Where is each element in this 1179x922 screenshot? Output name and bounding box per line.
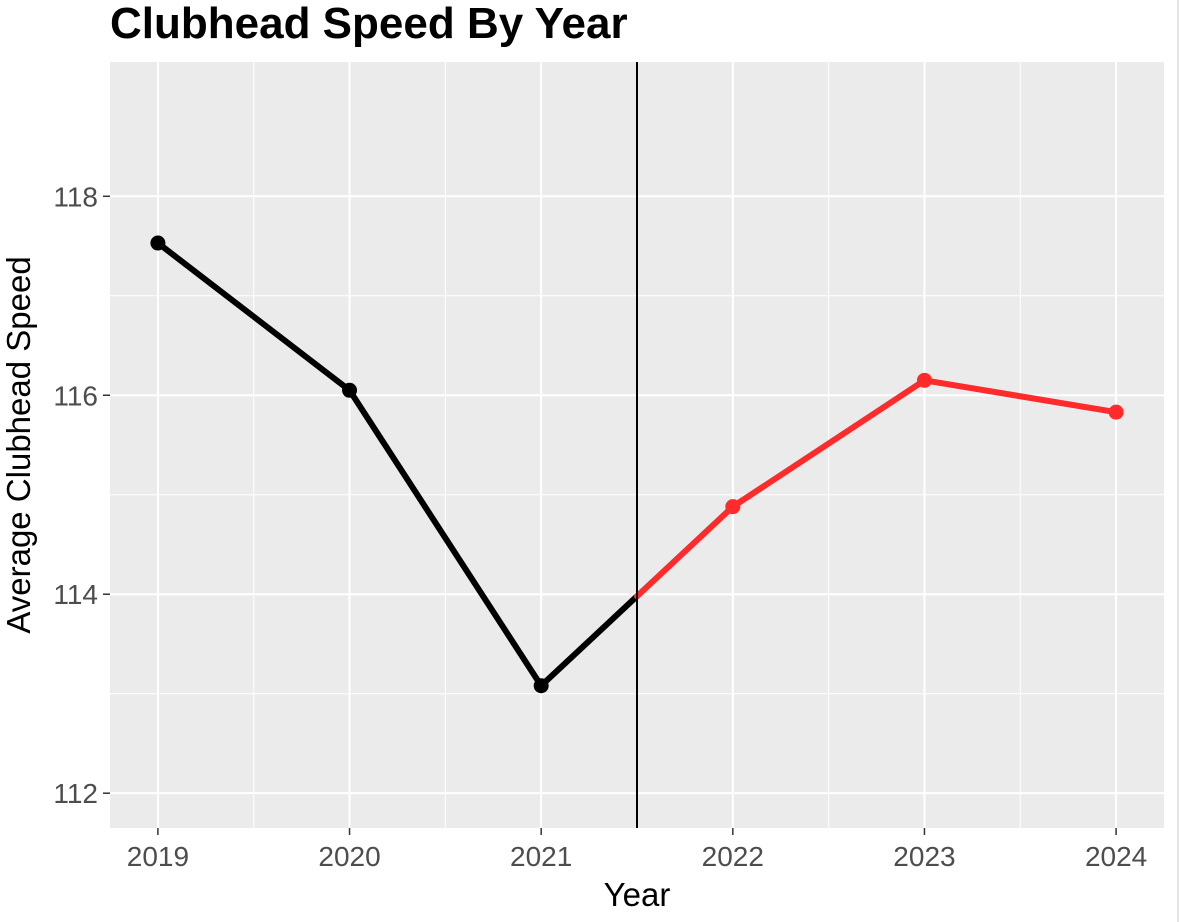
major-gridlines <box>110 62 1164 828</box>
points-layer <box>150 235 1124 694</box>
series-layer <box>154 240 1120 689</box>
y-axis-title: Average Clubhead Speed <box>0 256 37 633</box>
x-tick-label: 2023 <box>893 841 955 872</box>
series-segment <box>154 240 353 394</box>
x-tick-label: 2024 <box>1085 841 1147 872</box>
data-point <box>916 372 932 388</box>
data-point <box>725 499 741 515</box>
x-tick-label: 2020 <box>318 841 380 872</box>
series-segment <box>346 387 545 689</box>
x-axis: 2019 2020 2021 2022 2023 2024 <box>127 828 1147 872</box>
x-tick-label: 2022 <box>702 841 764 872</box>
right-edge-line <box>1177 0 1179 922</box>
series-segment <box>921 377 1120 416</box>
series-segment <box>729 377 928 510</box>
data-point <box>150 235 166 251</box>
y-tick-label: 118 <box>53 181 98 212</box>
y-tick-label: 112 <box>53 778 98 809</box>
chart-title: Clubhead Speed By Year <box>110 0 628 48</box>
x-axis-title: Year <box>604 876 671 913</box>
data-point <box>1108 404 1124 420</box>
y-axis: 112 114 116 118 <box>53 181 110 809</box>
data-point <box>533 678 549 694</box>
data-point <box>342 382 358 398</box>
y-tick-label: 114 <box>53 579 98 610</box>
x-tick-label: 2021 <box>510 841 572 872</box>
series-segment <box>538 593 640 689</box>
x-tick-label: 2019 <box>127 841 189 872</box>
series-segment <box>634 503 736 600</box>
y-tick-label: 116 <box>53 380 98 411</box>
